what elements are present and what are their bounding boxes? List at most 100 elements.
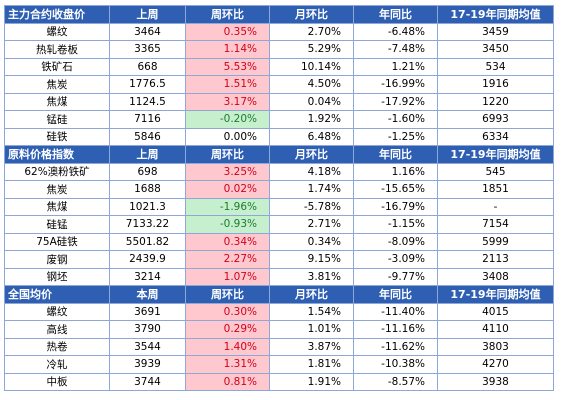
wow-cell: 1.31% [185,355,270,374]
section-title: 全国均价 [4,285,110,304]
yoy-cell: -11.40% [353,302,438,321]
yoy-cell: -3.09% [353,250,438,269]
section-header-row: 原料价格指数 上周 周环比 月环比 年同比 17-19年同期均值 [4,145,554,164]
yoy-header: 年同比 [353,5,438,24]
wow-header: 周环比 [185,285,270,304]
yoy-cell: -8.09% [353,232,438,251]
avg-cell: 7154 [437,215,554,234]
value-cell: 7116 [109,110,186,129]
avg-cell: 1916 [437,75,554,94]
value-cell: 698 [109,162,186,181]
mom-cell: 1.81% [269,355,354,374]
value-cell: 1124.5 [109,92,186,111]
value-cell: 1021.3 [109,197,186,216]
table-row: 中板 3744 0.81% 1.91% -8.57% 3938 [4,372,554,391]
table-row: 焦煤 1124.5 3.17% 0.04% -17.92% 1220 [4,92,554,111]
avg-cell: 5999 [437,232,554,251]
value-cell: 1776.5 [109,75,186,94]
section-title: 主力合约收盘价 [4,5,110,24]
mom-cell: 6.48% [269,127,354,146]
table-row: 热卷 3544 1.40% 3.87% -11.62% 3803 [4,337,554,356]
table-row: 钢坯 3214 1.07% 3.81% -9.77% 3408 [4,267,554,286]
wow-cell: -0.20% [185,110,270,129]
avg-header: 17-19年同期均值 [437,285,554,304]
mom-cell: 0.04% [269,92,354,111]
avg-cell: 534 [437,57,554,76]
yoy-cell: 1.21% [353,57,438,76]
mom-header: 月环比 [269,285,354,304]
mom-header: 月环比 [269,145,354,164]
mom-cell: 9.15% [269,250,354,269]
row-name-cell: 螺纹 [4,302,110,321]
yoy-header: 年同比 [353,285,438,304]
wow-cell: 0.30% [185,302,270,321]
yoy-cell: -9.77% [353,267,438,286]
wow-cell: -0.93% [185,215,270,234]
avg-cell: 3408 [437,267,554,286]
mom-cell: 2.71% [269,215,354,234]
wow-cell: 3.17% [185,92,270,111]
row-name-cell: 热卷 [4,337,110,356]
table-row: 硅铁 5846 0.00% 6.48% -1.25% 6334 [4,127,554,146]
wow-header: 周环比 [185,5,270,24]
table-row: 高线 3790 0.29% 1.01% -11.16% 4110 [4,320,554,339]
row-name-cell: 铁矿石 [4,57,110,76]
row-name-cell: 硅锰 [4,215,110,234]
row-name-cell: 高线 [4,320,110,339]
wow-header: 周环比 [185,145,270,164]
row-name-cell: 中板 [4,372,110,391]
wow-cell: 5.53% [185,57,270,76]
yoy-cell: -8.57% [353,372,438,391]
value-cell: 3464 [109,22,186,41]
value-cell: 1688 [109,180,186,199]
wow-cell: 0.02% [185,180,270,199]
row-name-cell: 热轧卷板 [4,40,110,59]
row-name-cell: 75A硅铁 [4,232,110,251]
mom-cell: 4.18% [269,162,354,181]
table-row: 螺纹 3464 0.35% 2.70% -6.48% 3459 [4,22,554,41]
avg-cell: 6993 [437,110,554,129]
avg-cell: - [437,197,554,216]
mom-cell: 3.81% [269,267,354,286]
table-row: 废钢 2439.9 2.27% 9.15% -3.09% 2113 [4,250,554,269]
avg-cell: 1220 [437,92,554,111]
value-cell: 3544 [109,337,186,356]
row-name-cell: 硅铁 [4,127,110,146]
wow-cell: 1.07% [185,267,270,286]
row-name-cell: 焦煤 [4,197,110,216]
value-cell: 3744 [109,372,186,391]
value-cell: 3790 [109,320,186,339]
table-row: 锰硅 7116 -0.20% 1.92% -1.60% 6993 [4,110,554,129]
mom-cell: 3.87% [269,337,354,356]
table-row: 热轧卷板 3365 1.14% 5.29% -7.48% 3450 [4,40,554,59]
row-name-cell: 钢坯 [4,267,110,286]
yoy-cell: -11.62% [353,337,438,356]
table-row: 75A硅铁 5501.82 0.34% 0.34% -8.09% 5999 [4,232,554,251]
value-cell: 3691 [109,302,186,321]
yoy-header: 年同比 [353,145,438,164]
wow-cell: 1.40% [185,337,270,356]
wow-cell: 3.25% [185,162,270,181]
mom-cell: 1.01% [269,320,354,339]
row-name-cell: 冷轧 [4,355,110,374]
mom-cell: -5.78% [269,197,354,216]
row-name-cell: 锰硅 [4,110,110,129]
price-table-container: 主力合约收盘价 上周 周环比 月环比 年同比 17-19年同期均值 螺纹 3464 0.35% 2… [4,5,554,391]
row-name-cell: 焦炭 [4,180,110,199]
wow-cell: 0.00% [185,127,270,146]
wow-cell: -1.96% [185,197,270,216]
mom-cell: 5.29% [269,40,354,59]
table-row: 62%澳粉铁矿 698 3.25% 4.18% 1.16% 545 [4,162,554,181]
avg-cell: 3450 [437,40,554,59]
table-row: 铁矿石 668 5.53% 10.14% 1.21% 534 [4,57,554,76]
table-row: 硅锰 7133.22 -0.93% 2.71% -1.15% 7154 [4,215,554,234]
value-cell: 5501.82 [109,232,186,251]
table-row: 焦炭 1688 0.02% 1.74% -15.65% 1851 [4,180,554,199]
mom-cell: 0.34% [269,232,354,251]
yoy-cell: -1.60% [353,110,438,129]
avg-cell: 3803 [437,337,554,356]
wow-cell: 1.51% [185,75,270,94]
mom-header: 月环比 [269,5,354,24]
mom-cell: 1.54% [269,302,354,321]
wow-cell: 0.29% [185,320,270,339]
